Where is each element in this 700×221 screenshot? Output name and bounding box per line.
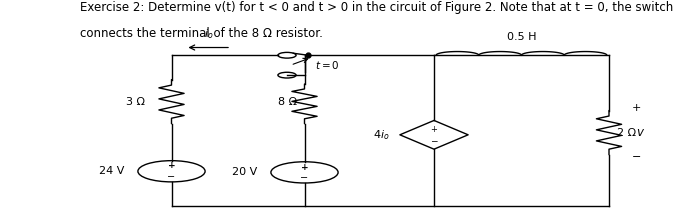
Text: $t = 0$: $t = 0$ <box>315 59 340 71</box>
Text: $i_o$: $i_o$ <box>204 27 213 41</box>
Text: −: − <box>430 136 438 145</box>
Text: connects the terminal of the 8 Ω resistor.: connects the terminal of the 8 Ω resisto… <box>80 27 323 40</box>
Text: $4i_o$: $4i_o$ <box>373 128 389 142</box>
Text: +: + <box>430 125 438 134</box>
Text: +: + <box>301 163 308 171</box>
Text: +: + <box>631 103 640 113</box>
Text: 24 V: 24 V <box>99 166 124 176</box>
Text: 20 V: 20 V <box>232 167 257 177</box>
Text: −: − <box>300 173 309 183</box>
Text: −: − <box>167 171 176 182</box>
Text: 0.5 H: 0.5 H <box>507 32 536 42</box>
Text: 2 Ω: 2 Ω <box>617 128 636 138</box>
Text: −: − <box>631 152 640 162</box>
Text: $v$: $v$ <box>636 126 645 139</box>
Text: 3 Ω: 3 Ω <box>126 97 145 107</box>
Text: 8 Ω: 8 Ω <box>279 97 298 107</box>
Text: Exercise 2: Determine v(t) for t < 0 and t > 0 in the circuit of Figure 2. Note : Exercise 2: Determine v(t) for t < 0 and… <box>80 1 673 14</box>
Text: +: + <box>168 162 175 170</box>
